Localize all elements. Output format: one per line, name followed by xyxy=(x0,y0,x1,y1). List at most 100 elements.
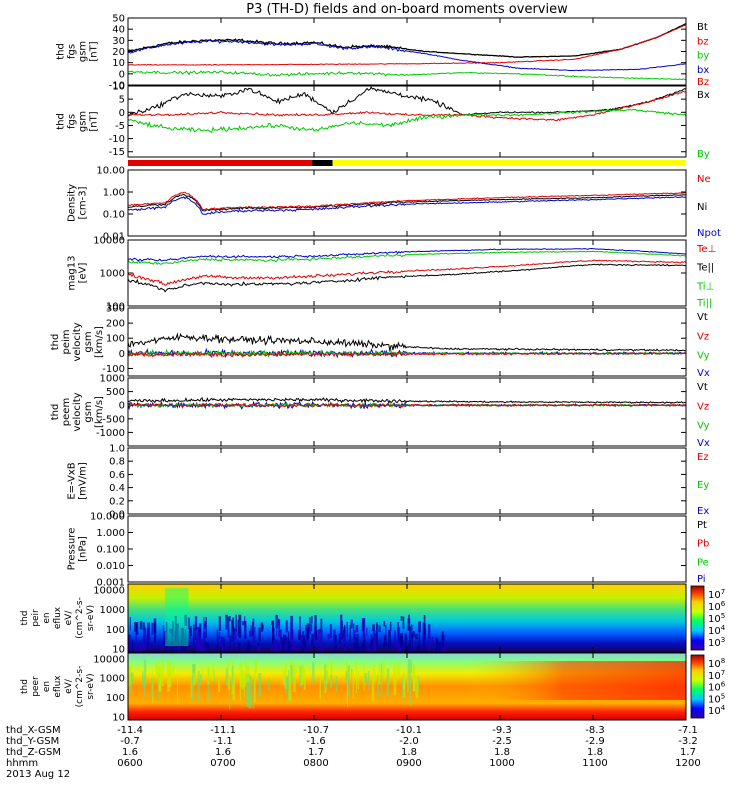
peir-colorbar-tick: 103 xyxy=(708,636,725,649)
peir-spectrogram-speckle xyxy=(358,646,361,652)
xaxis-tick-label: 1.8 xyxy=(401,747,417,758)
peir-spectrogram-speckle xyxy=(299,635,303,646)
peir-spectrogram-speckle xyxy=(254,627,256,644)
peim-velocity-legend-vy: Vy xyxy=(697,351,710,362)
peer-spectrogram-speckle xyxy=(326,663,328,684)
peer-spectrogram-tick-label: 10000 xyxy=(93,654,125,665)
peir-spectrogram-speckle xyxy=(292,648,294,652)
peir-spectrogram-speckle xyxy=(258,627,261,642)
peer-spectrogram-speckle xyxy=(228,677,231,710)
peem-velocity-series-vt xyxy=(127,396,687,405)
peir-spectrogram-speckle xyxy=(415,633,418,640)
efield-tick-label: 0.4 xyxy=(109,483,125,494)
peem-velocity-legend-vt: Vt xyxy=(697,382,708,393)
peer-spectrogram-speckle xyxy=(378,662,381,685)
peir-spectrogram-speckle xyxy=(203,621,206,628)
peir-spectrogram-streak xyxy=(165,588,189,646)
peir-spectrogram-speckle xyxy=(422,622,424,642)
peir-spectrogram-speckle xyxy=(237,619,239,637)
peer-spectrogram-speckle xyxy=(409,659,413,674)
efield-tick-label: 1.0 xyxy=(109,444,125,455)
xaxis-tick-label: -2.5 xyxy=(492,736,512,747)
peim-velocity-series-vz xyxy=(127,350,687,358)
peer-spectrogram-speckle xyxy=(252,678,255,709)
peer-spectrogram-speckle xyxy=(415,678,419,698)
xaxis-row-label: thd_Y-GSM xyxy=(6,736,59,747)
peir-spectrogram-speckle xyxy=(399,647,402,652)
peir-spectrogram-tick-label: 10 xyxy=(112,644,125,655)
peir-spectrogram-speckle xyxy=(311,616,313,624)
xaxis-tick-label: 1.8 xyxy=(587,747,603,758)
peer-spectrogram-speckle xyxy=(151,678,154,697)
peir-spectrogram-speckle xyxy=(302,631,305,639)
peer-spectrogram-speckle xyxy=(330,675,333,689)
peer-spectrogram-speckle xyxy=(131,672,134,685)
peir-spectrogram-speckle xyxy=(387,640,390,649)
peer-colorbar-tick: 106 xyxy=(708,681,726,694)
peir-spectrogram-speckle xyxy=(190,626,192,637)
peer-spectrogram-speckle xyxy=(302,665,305,680)
peir-spectrogram-speckle xyxy=(129,616,131,631)
pressure-tick-label: 10.000 xyxy=(90,512,125,523)
peir-spectrogram-speckle xyxy=(422,638,425,647)
peir-spectrogram-speckle xyxy=(189,628,191,634)
peir-spectrogram-speckle xyxy=(203,617,205,641)
temperature-series-te-par xyxy=(127,263,687,293)
fgs-zoom-legend-bx: Bx xyxy=(697,90,710,101)
peir-spectrogram-speckle xyxy=(318,629,321,642)
peer-spectrogram-speckle xyxy=(386,668,390,698)
xaxis-tick-label: -1.1 xyxy=(213,736,233,747)
efield-ylabel: E=-VxB[mV/m] xyxy=(67,462,89,500)
peir-spectrogram-speckle xyxy=(230,635,233,644)
pressure-tick-label: 0.100 xyxy=(96,545,125,556)
peir-spectrogram-speckle xyxy=(280,637,284,652)
peer-spectrogram-speckle xyxy=(357,670,360,690)
peir-spectrogram-speckle xyxy=(436,639,439,650)
peer-spectrogram-speckle xyxy=(417,676,420,693)
peir-spectrogram-speckle xyxy=(399,633,401,650)
peer-spectrogram-speckle xyxy=(346,677,349,707)
xaxis-tick-label: -10.1 xyxy=(396,725,422,736)
peer-spectrogram-speckle xyxy=(191,676,194,701)
peem-velocity-series-vz xyxy=(127,402,686,408)
date-label: 2013 Aug 12 xyxy=(6,769,70,780)
peer-spectrogram-speckle xyxy=(363,663,365,691)
pressure-tick-label: 0.010 xyxy=(96,561,125,572)
peer-spectrogram-tick-label: 10 xyxy=(112,712,125,723)
peer-spectrogram-speckle xyxy=(311,662,315,683)
peir-spectrogram-speckle xyxy=(247,640,250,652)
peim-velocity-series-vt xyxy=(127,332,687,352)
peir-spectrogram-speckle xyxy=(306,623,310,639)
peer-spectrogram-speckle xyxy=(207,668,210,702)
peer-colorbar-tick: 108 xyxy=(708,657,725,670)
peer-spectrogram-speckle xyxy=(397,661,401,679)
peer-spectrogram-speckle xyxy=(254,670,256,703)
peir-spectrogram-speckle xyxy=(231,619,233,637)
peer-spectrogram-speckle xyxy=(192,664,196,677)
peim-velocity-panel: thdpeimvelocitygsm[km/s]300 200 100 0 -100 Vt… xyxy=(50,304,710,380)
peir-spectrogram-speckle xyxy=(355,637,357,646)
peir-spectrogram-speckle xyxy=(244,620,247,639)
peer-spectrogram-speckle xyxy=(355,660,358,694)
fgs-zoom-series-by xyxy=(127,108,687,134)
peir-spectrogram-ylabel: thdpeirenefluxeV/(cm^2-s-sr-eV) xyxy=(20,597,96,639)
peer-spectrogram-speckle xyxy=(268,678,270,691)
density-series-ne xyxy=(127,191,687,211)
xaxis-tick-label: 1000 xyxy=(489,758,514,769)
peir-spectrogram-speckle xyxy=(235,614,237,632)
peir-spectrogram-speckle xyxy=(174,616,177,634)
peir-spectrogram-speckle xyxy=(227,616,230,638)
peir-spectrogram-speckle xyxy=(343,646,347,652)
xaxis-tick-label: -11.1 xyxy=(210,725,236,736)
peir-spectrogram-speckle xyxy=(320,618,323,632)
xaxis-tick-label: 0600 xyxy=(117,758,142,769)
peer-spectrogram-speckle xyxy=(246,665,250,683)
fgs-zoom-panel: thdfgsgsm[nT] 10 5 0 -5 -10 -15 Bx By xyxy=(56,82,710,161)
peir-spectrogram-speckle xyxy=(169,628,171,633)
peem-velocity-ylabel: thdpeemvelocitygsm[km/s] xyxy=(50,392,105,431)
peir-spectrogram-speckle xyxy=(233,628,237,640)
efield-legend-ex: Ex xyxy=(697,506,709,517)
peim-velocity-legend-vz: Vz xyxy=(697,331,709,342)
peer-spectrogram-speckle xyxy=(241,670,244,690)
